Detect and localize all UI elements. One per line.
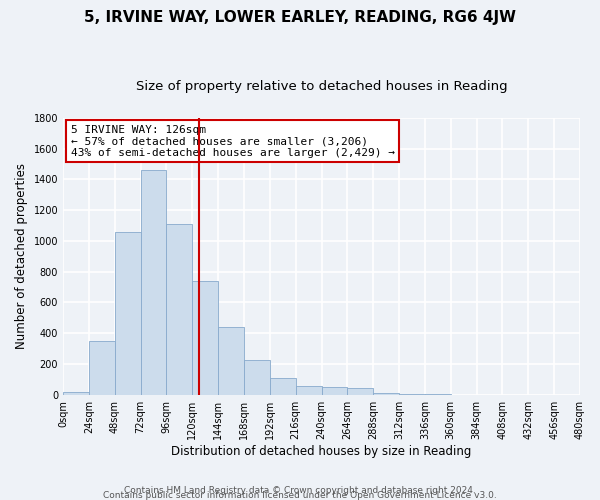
Bar (218, 327, 244, 395)
Bar (115, 232, 140, 395)
Text: 5, IRVINE WAY, LOWER EARLEY, READING, RG6 4JW: 5, IRVINE WAY, LOWER EARLEY, READING, RG… (84, 10, 516, 25)
Bar (89, 341, 115, 395)
Bar (322, 387, 347, 395)
Text: 5 IRVINE WAY: 126sqm
← 57% of detached houses are smaller (3,206)
43% of semi-de: 5 IRVINE WAY: 126sqm ← 57% of detached h… (71, 124, 395, 158)
Text: Contains public sector information licensed under the Open Government Licence v3: Contains public sector information licen… (103, 490, 497, 500)
Y-axis label: Number of detached properties: Number of detached properties (15, 164, 28, 350)
Text: Contains HM Land Registry data © Crown copyright and database right 2024.: Contains HM Land Registry data © Crown c… (124, 486, 476, 495)
Bar (192, 281, 218, 395)
X-axis label: Distribution of detached houses by size in Reading: Distribution of detached houses by size … (172, 444, 472, 458)
Bar (347, 388, 373, 395)
Bar (373, 392, 399, 395)
Bar (399, 394, 425, 395)
Bar (296, 386, 322, 395)
Bar (63, 392, 89, 395)
Bar (140, 170, 166, 395)
Bar (166, 224, 192, 395)
Bar (244, 360, 270, 395)
Title: Size of property relative to detached houses in Reading: Size of property relative to detached ho… (136, 80, 508, 93)
Bar (270, 378, 296, 395)
